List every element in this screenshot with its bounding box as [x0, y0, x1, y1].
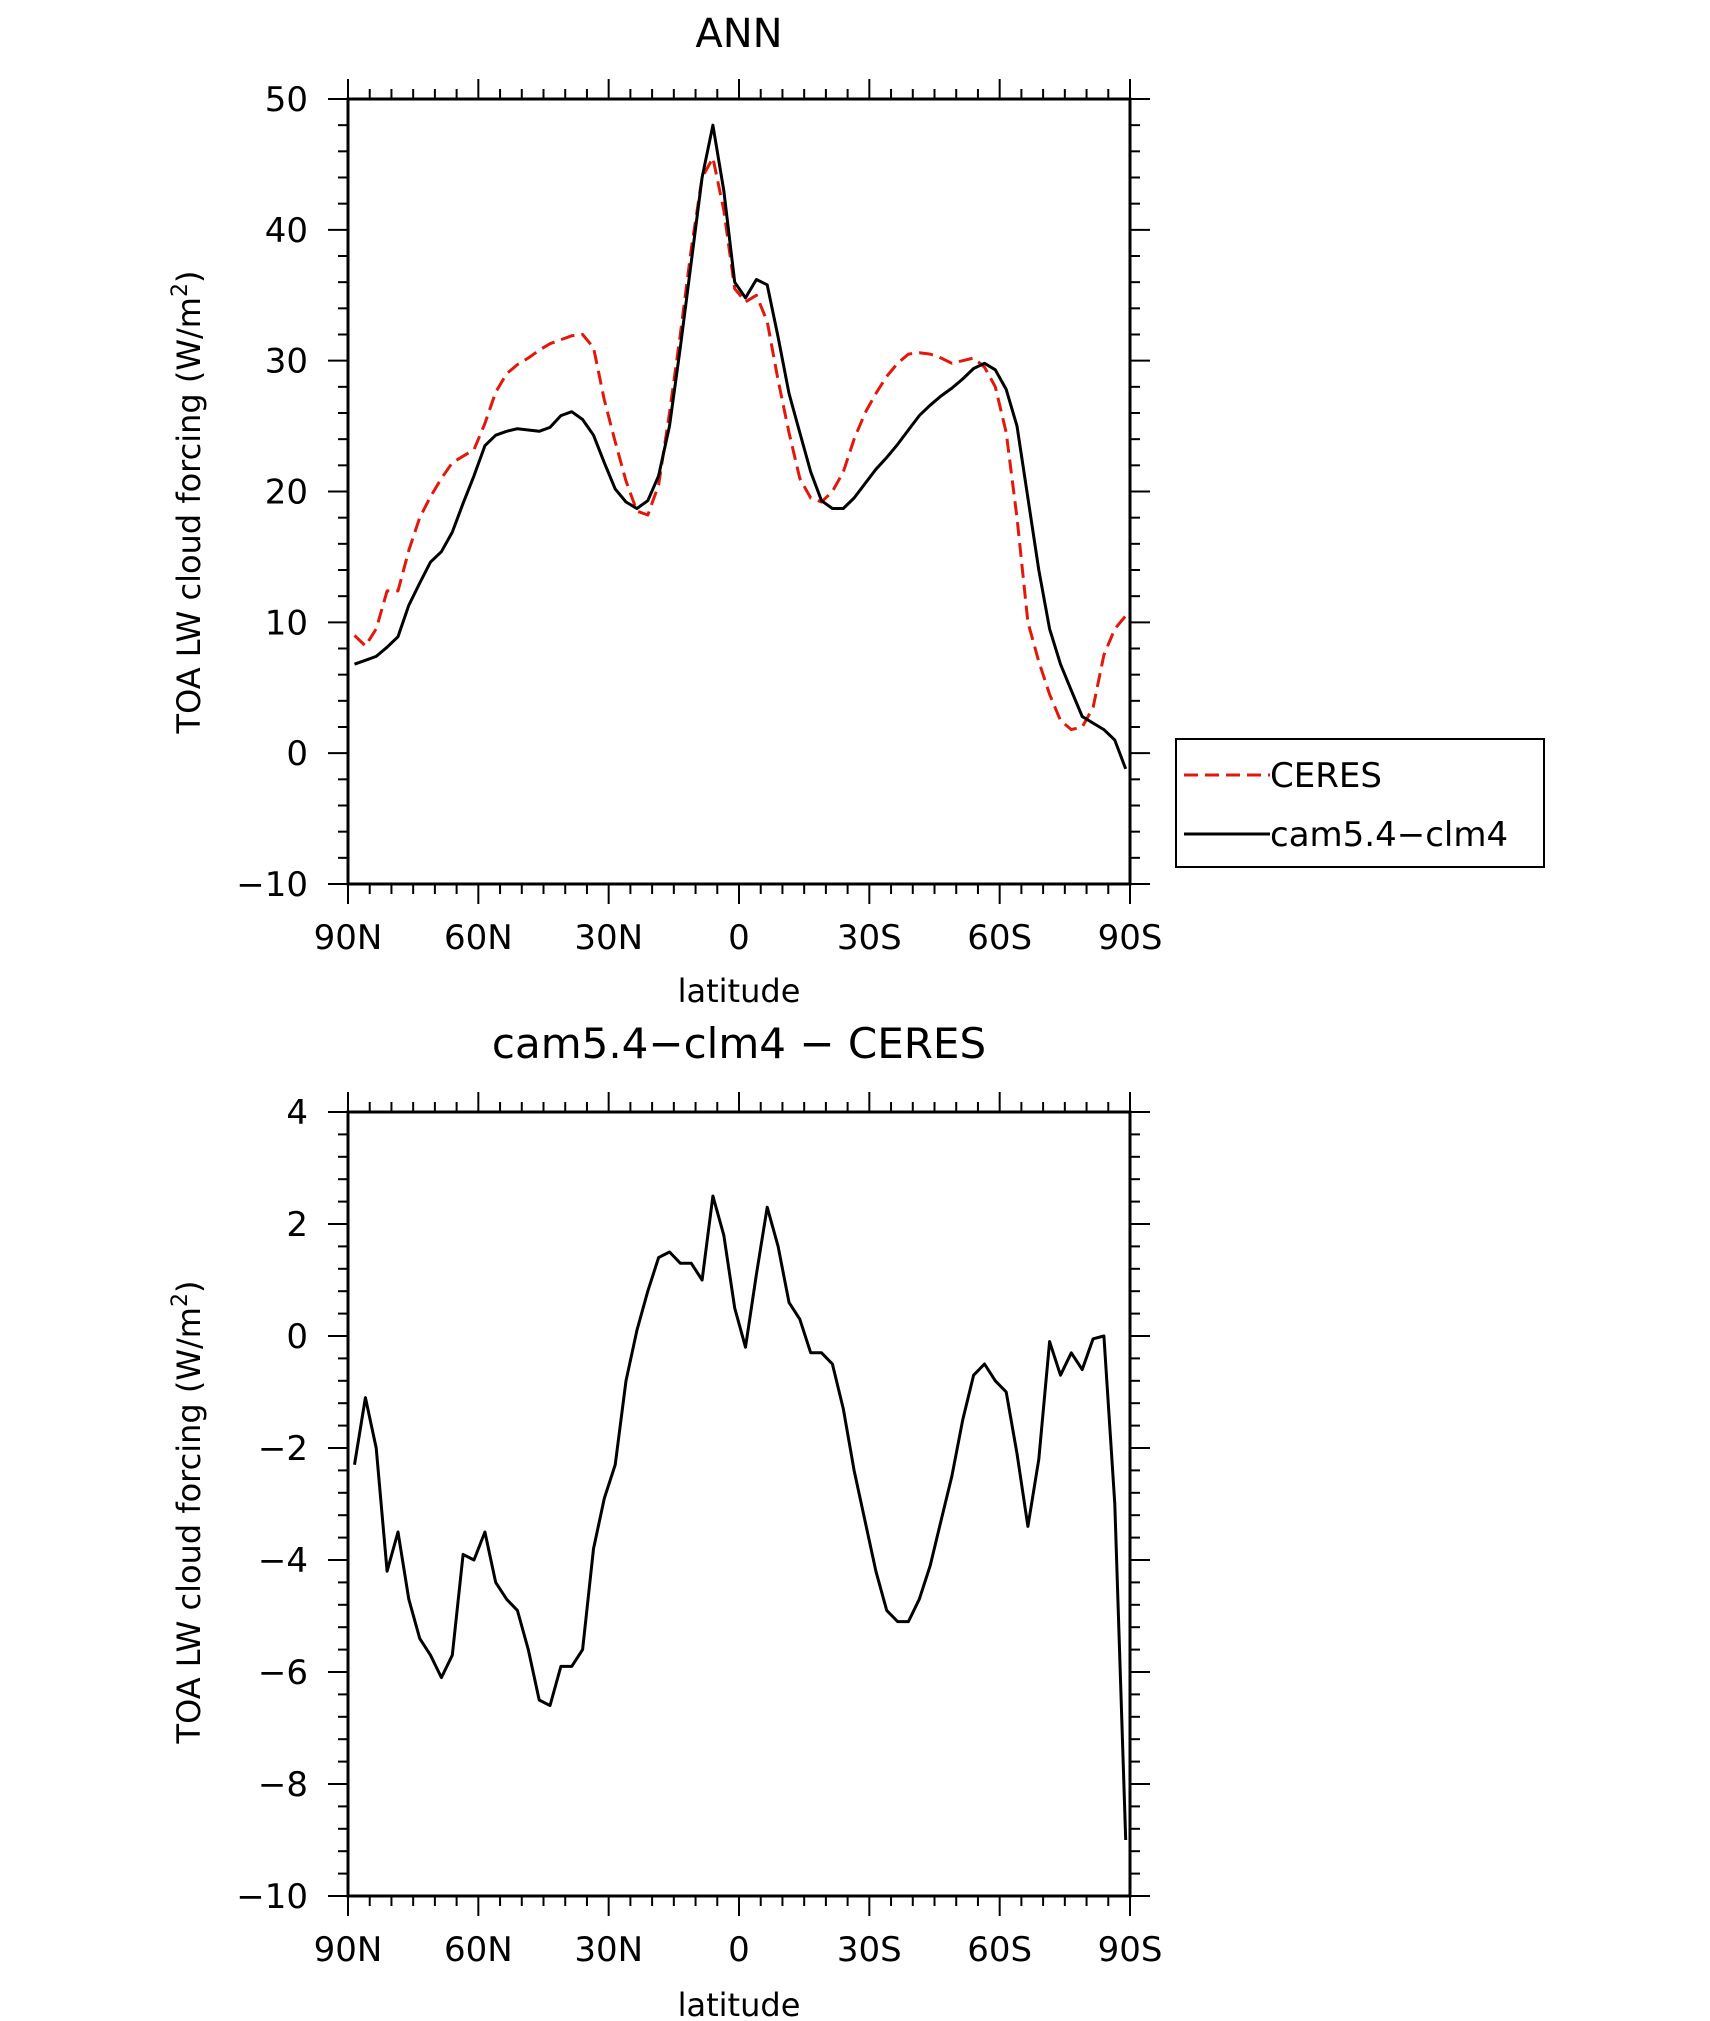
- legend-box: [1175, 738, 1545, 868]
- bottom-x-tick-label: 30N: [574, 1930, 643, 1970]
- top-y-tick-label: 50: [265, 80, 308, 120]
- top-x-tick-label: 0: [728, 918, 750, 958]
- bottom-x-tick-label: 60S: [967, 1930, 1032, 1970]
- bottom-y-tick-label: 4: [286, 1093, 308, 1133]
- bottom-y-tick-label: −4: [258, 1541, 308, 1581]
- top-series-line-cam5-4-clm4: [353, 123, 1128, 770]
- bottom-x-tick-label: 30S: [837, 1930, 902, 1970]
- bottom-plot-frame: [346, 1110, 1132, 1898]
- bottom-x-tick-label: 60N: [444, 1930, 513, 1970]
- top-chart-title: ANN: [695, 11, 782, 57]
- legend-label-cam54-clm4: cam5.4−clm4: [1270, 815, 1508, 855]
- top-y-axis-label-close: ): [170, 271, 208, 283]
- top-x-tick-label: 60S: [967, 918, 1032, 958]
- bottom-y-axis-label-close: ): [170, 1281, 208, 1293]
- bottom-y-tick-label: −8: [258, 1765, 308, 1805]
- legend: CERES cam5.4−clm4: [1175, 738, 1545, 868]
- top-x-tick-label: 90S: [1098, 918, 1163, 958]
- bottom-panel-difference-chart: cam5.4−clm4 − CERES 90N 60N 30N 0 30S 60S 90S 4…: [168, 1019, 1162, 2021]
- bottom-x-axis-label: latitude: [678, 1986, 801, 2021]
- bottom-y-tick-label: 2: [286, 1205, 308, 1245]
- bottom-y-tick-label: −10: [236, 1877, 308, 1917]
- bottom-y-axis-label: TOA LW cloud forcing (W/m2): [168, 1281, 208, 1745]
- bottom-x-tick-label: 90N: [314, 1930, 383, 1970]
- top-y-axis-label-sup: 2: [168, 283, 193, 297]
- bottom-y-axis-label-main: TOA LW cloud forcing (W/m: [170, 1307, 208, 1744]
- bottom-y-axis-label-sup: 2: [168, 1293, 193, 1307]
- legend-label-ceres: CERES: [1270, 756, 1382, 796]
- bottom-series-line-difference: [353, 1194, 1128, 1841]
- top-y-tick-label: 30: [265, 342, 308, 382]
- top-panel-annual-chart: ANN 90N 60N 30N 0 30S 60S 90S 50 40 30 20 10 0 −10 la…: [168, 11, 1545, 1010]
- bottom-y-tick-label: −6: [258, 1653, 308, 1693]
- top-y-tick-label: 20: [265, 473, 308, 513]
- top-y-tick-label: −10: [236, 865, 308, 905]
- top-x-tick-label: 60N: [444, 918, 513, 958]
- top-y-tick-label: 10: [265, 603, 308, 643]
- top-y-tick-label: 0: [286, 734, 308, 774]
- top-y-axis-label: TOA LW cloud forcing (W/m2): [168, 271, 208, 735]
- top-x-tick-label: 90N: [314, 918, 383, 958]
- bottom-y-tick-label: −2: [258, 1429, 308, 1469]
- top-x-tick-label: 30N: [574, 918, 643, 958]
- top-series-line-ceres: [353, 156, 1127, 732]
- top-x-axis-label: latitude: [678, 972, 801, 1010]
- top-plot-frame: [346, 97, 1132, 886]
- bottom-chart-title: cam5.4−clm4 − CERES: [492, 1019, 986, 1068]
- bottom-x-tick-label: 90S: [1098, 1930, 1163, 1970]
- top-x-tick-label: 30S: [837, 918, 902, 958]
- top-y-axis-label-main: TOA LW cloud forcing (W/m: [170, 297, 208, 734]
- top-y-tick-label: 40: [265, 211, 308, 251]
- bottom-x-tick-label: 0: [728, 1930, 750, 1970]
- bottom-y-tick-label: 0: [286, 1317, 308, 1357]
